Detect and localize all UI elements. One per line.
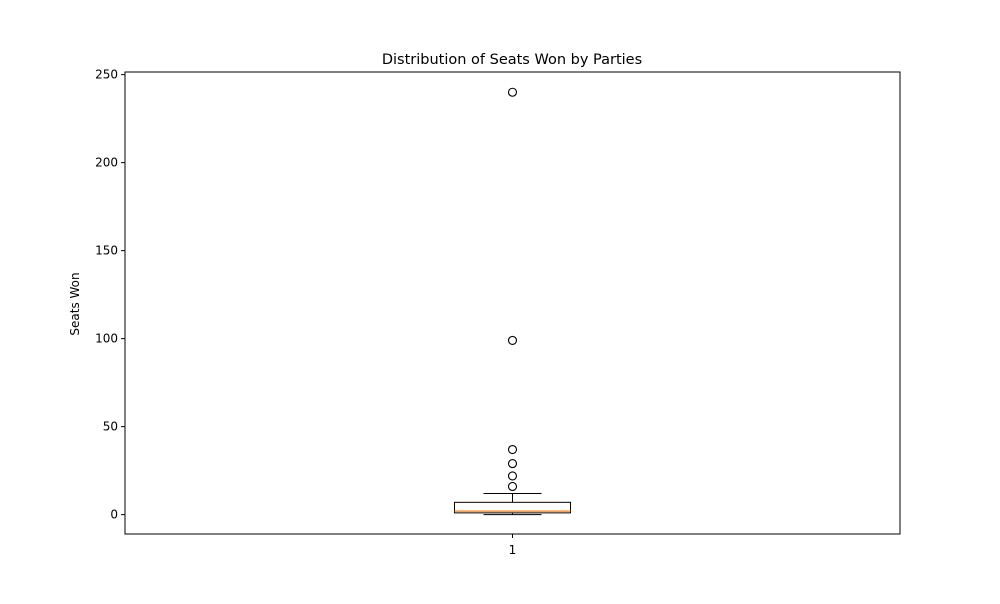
outlier-point <box>507 87 518 97</box>
y-tick-label: 100 <box>95 332 118 346</box>
iqr-box <box>454 501 571 514</box>
y-tick-label: 50 <box>103 420 118 434</box>
x-tick-label: 1 <box>509 543 517 557</box>
y-tick-label: 150 <box>95 244 118 258</box>
y-tick-label: 0 <box>110 508 118 522</box>
plot-area: 0 50 100 150 200 250 1 <box>95 68 901 557</box>
y-tick-label: 250 <box>95 68 118 82</box>
plot-frame <box>124 71 901 535</box>
outlier-point <box>507 335 518 345</box>
outlier-point <box>507 444 518 455</box>
outlier-point <box>507 471 518 481</box>
outlier-point <box>507 481 518 492</box>
outlier-point <box>507 459 518 469</box>
y-axis-label: Seats Won <box>68 272 82 335</box>
y-tick-label: 200 <box>95 156 118 170</box>
chart-title: Distribution of Seats Won by Parties <box>382 52 642 68</box>
